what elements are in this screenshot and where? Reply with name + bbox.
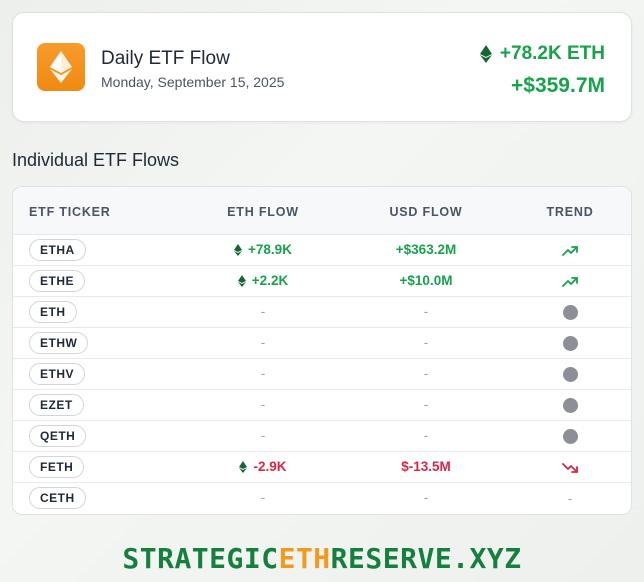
section-title: Individual ETF Flows xyxy=(12,150,180,170)
summary-eth-value: +78.2K ETH xyxy=(499,43,605,64)
eth-diamond-icon xyxy=(237,274,246,287)
table-row: ETHV - - xyxy=(13,359,631,390)
table-body: ETHA +78.9K +$363.2M ETHE +2.2K +$10.0M ETH - - E… xyxy=(13,235,631,514)
ticker-badge: CETH xyxy=(29,487,86,509)
eth-flow-cell: - xyxy=(203,304,323,319)
footer-part-reserve: RESERVE.XYZ xyxy=(330,542,522,575)
eth-flow-cell: - xyxy=(203,490,323,505)
trend-neutral-dot-icon xyxy=(510,396,630,415)
eth-flow-value: - xyxy=(260,335,266,350)
ticker-badge: ETHA xyxy=(29,239,86,261)
table-row: ETHW - - xyxy=(13,328,631,359)
eth-flow-value: +78.9K xyxy=(248,242,292,257)
usd-flow-value: - xyxy=(423,304,429,319)
eth-flow-cell: - xyxy=(203,428,323,443)
neutral-dot xyxy=(562,429,578,444)
trend-neutral-dot-icon xyxy=(510,427,630,446)
trend-none: - xyxy=(567,491,573,506)
eth-flow-value: - xyxy=(260,397,266,412)
summary-date: Monday, September 15, 2025 xyxy=(101,74,285,90)
ticker-badge: EZET xyxy=(29,394,84,416)
eth-flow-value: - xyxy=(260,304,266,319)
ticker-badge: QETH xyxy=(29,425,87,447)
usd-flow-value: - xyxy=(423,428,429,443)
eth-flow-cell: - xyxy=(203,397,323,412)
usd-flow-value: - xyxy=(423,366,429,381)
trend-neutral-dot-icon xyxy=(510,365,630,384)
table-row: ETHE +2.2K +$10.0M xyxy=(13,266,631,297)
eth-flow-cell: +78.9K xyxy=(203,242,323,257)
eth-flow-cell: - xyxy=(203,366,323,381)
table-row: ETH - - xyxy=(13,297,631,328)
trend-up-icon xyxy=(510,272,630,291)
neutral-dot xyxy=(562,305,578,320)
footer-part-eth: ETH xyxy=(278,542,331,575)
header-usd-flow: USD FLOW xyxy=(389,205,463,219)
header-trend: TREND xyxy=(546,205,594,219)
table-row: FETH -2.9K $-13.5M xyxy=(13,452,631,483)
eth-diamond-icon xyxy=(234,243,243,256)
eth-flow-value: -2.9K xyxy=(253,459,287,474)
neutral-dot xyxy=(562,398,578,413)
eth-flow-value: +2.2K xyxy=(251,273,289,288)
footer-part-strategic: STRATEGIC xyxy=(122,542,279,575)
trend-down-icon xyxy=(510,458,630,477)
usd-flow-value: - xyxy=(423,397,429,412)
summary-title: Daily ETF Flow xyxy=(101,48,230,69)
usd-flow-value: - xyxy=(423,490,429,505)
eth-flow-value: - xyxy=(260,366,266,381)
summary-eth-flow: +78.2K ETH xyxy=(479,43,605,65)
eth-diamond-icon xyxy=(479,45,492,63)
neutral-dot xyxy=(562,336,578,351)
header-ticker: ETF TICKER xyxy=(29,205,111,219)
eth-flow-cell: +2.2K xyxy=(203,273,323,288)
site-footer-logo: STRATEGICETHRESERVE.XYZ xyxy=(0,542,644,575)
trend-up-icon xyxy=(510,241,630,260)
ticker-badge: ETHW xyxy=(29,332,89,354)
eth-flow-cell: -2.9K xyxy=(203,459,323,474)
table-row: CETH - - - xyxy=(13,483,631,514)
ticker-badge: ETHE xyxy=(29,270,86,292)
trend-neutral-dot-icon xyxy=(510,303,630,322)
ticker-badge: ETH xyxy=(29,301,77,323)
summary-usd-flow: +$359.7M xyxy=(511,74,605,97)
ticker-badge: ETHV xyxy=(29,363,86,385)
eth-flow-value: - xyxy=(260,490,266,505)
usd-flow-value: - xyxy=(423,335,429,350)
table-row: QETH - - xyxy=(13,421,631,452)
etf-flows-table: ETF TICKER ETH FLOW USD FLOW TREND ETHA +… xyxy=(12,186,632,515)
table-row: EZET - - xyxy=(13,390,631,421)
daily-flow-summary-card: Daily ETF Flow Monday, September 15, 202… xyxy=(12,12,632,122)
usd-flow-value: +$10.0M xyxy=(399,273,453,288)
ticker-badge: FETH xyxy=(29,456,85,478)
ethereum-icon xyxy=(37,43,85,91)
usd-flow-value: $-13.5M xyxy=(401,459,451,474)
header-eth-flow: ETH FLOW xyxy=(227,205,299,219)
table-row: ETHA +78.9K +$363.2M xyxy=(13,235,631,266)
usd-flow-value: +$363.2M xyxy=(395,242,457,257)
table-header: ETF TICKER ETH FLOW USD FLOW TREND xyxy=(13,187,631,235)
eth-diamond-icon xyxy=(239,460,248,473)
trend-neutral-dot-icon xyxy=(510,334,630,353)
eth-flow-value: - xyxy=(260,428,266,443)
eth-flow-cell: - xyxy=(203,335,323,350)
neutral-dot xyxy=(562,367,578,382)
